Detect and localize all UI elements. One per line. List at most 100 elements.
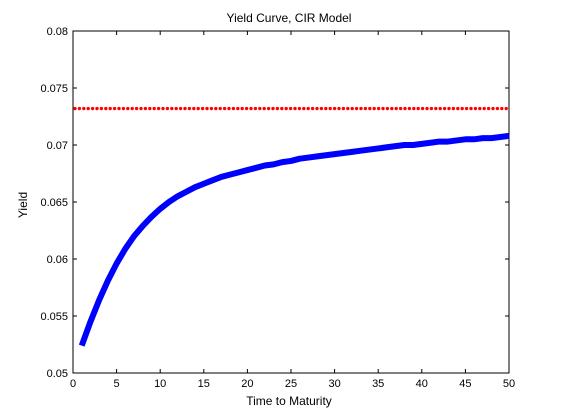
series-dotted-marker — [491, 106, 495, 111]
series-dotted-marker — [310, 106, 315, 111]
y-tick-label: 0.05 — [47, 368, 68, 380]
y-tick-label: 0.07 — [47, 140, 68, 152]
series-dotted-marker — [209, 106, 214, 111]
series-dotted-marker — [359, 106, 363, 111]
series-dotted-marker — [152, 106, 156, 111]
series-dotted-marker — [302, 106, 306, 111]
x-tick-label: 15 — [198, 378, 210, 390]
series-dotted-marker — [121, 106, 126, 111]
y-axis-label: Yield — [16, 192, 30, 218]
series-dotted-marker — [95, 106, 99, 111]
series-dotted-marker — [271, 106, 275, 111]
series-dotted-marker — [412, 106, 416, 111]
y-tick-label: 0.065 — [40, 197, 68, 209]
series-dotted-marker — [240, 106, 244, 111]
series-dotted-marker — [403, 106, 407, 111]
series-dotted-marker — [73, 106, 77, 111]
series-dotted-marker — [486, 106, 491, 111]
series-dotted-marker — [143, 106, 148, 111]
x-tick-label: 35 — [372, 378, 384, 390]
series-dotted-marker — [244, 106, 249, 111]
series-dotted-marker — [368, 106, 372, 111]
series-dotted-marker — [319, 106, 324, 111]
series-yield-curve-line — [78, 132, 510, 347]
series-dotted-marker — [500, 106, 504, 111]
series-dotted-marker — [346, 106, 350, 111]
series-dotted-marker — [165, 106, 170, 111]
x-tick-label: 45 — [459, 378, 471, 390]
series-dotted-marker — [288, 106, 293, 111]
series-dotted-marker — [394, 106, 398, 111]
series-dotted-marker — [341, 106, 346, 111]
series-dotted-marker — [381, 106, 385, 111]
series-dotted-marker — [469, 106, 473, 111]
series-dotted-marker — [170, 106, 174, 111]
series-dotted-marker — [126, 106, 130, 111]
y-tick-label: 0.06 — [47, 254, 68, 266]
series-dotted-marker — [495, 106, 500, 111]
series-dotted-marker — [156, 106, 161, 111]
series-dotted-marker — [293, 106, 297, 111]
series-dotted-marker — [231, 106, 236, 111]
series-dotted-marker — [86, 106, 90, 111]
series-dotted-marker — [324, 106, 328, 111]
series-dotted-marker — [214, 106, 218, 111]
y-tick-label: 0.08 — [47, 26, 68, 38]
x-tick-label: 0 — [70, 378, 76, 390]
series-dotted-marker — [306, 106, 310, 111]
series-dotted-marker — [442, 106, 447, 111]
series-dotted-marker — [372, 106, 376, 111]
series-dotted-marker — [200, 106, 205, 111]
plot-area: 0 5 10 15 20 25 30 35 40 45 50 0.05 0.055 0.06 0.065 0.… — [40, 26, 515, 390]
series-dotted-marker — [108, 106, 112, 111]
y-tick-label: 0.055 — [40, 311, 68, 323]
series-dotted-marker — [350, 106, 354, 111]
series-dotted-marker — [451, 106, 456, 111]
series-dotted-marker — [161, 106, 165, 111]
series-dotted-marker — [192, 106, 196, 111]
series-dotted-marker — [280, 106, 284, 111]
series-dotted-marker — [275, 106, 280, 111]
x-tick-label: 5 — [114, 378, 120, 390]
series-dotted-marker — [178, 106, 183, 111]
series-dotted-marker — [447, 106, 451, 111]
series-dotted-marker — [420, 106, 425, 111]
x-axis-label: Time to Maturity — [246, 394, 332, 408]
series-dotted-marker — [385, 106, 390, 111]
series-dotted-marker — [134, 106, 139, 111]
series-dotted-marker — [390, 106, 394, 111]
series-dotted-marker — [438, 106, 442, 111]
series-dotted-marker — [398, 106, 403, 111]
series-dotted-marker — [249, 106, 253, 111]
series-dotted-marker — [112, 106, 117, 111]
series-dotted-marker — [478, 106, 482, 111]
series-dotted-marker — [82, 106, 86, 111]
series-dotted-marker — [425, 106, 429, 111]
series-dotted-marker — [130, 106, 134, 111]
series-dotted-marker — [183, 106, 187, 111]
series-dotted-marker — [218, 106, 222, 111]
series-dotted-marker — [196, 106, 200, 111]
series-dotted-marker — [354, 106, 359, 111]
series-dotted-marker — [187, 106, 192, 111]
x-tick-label: 25 — [285, 378, 297, 390]
series-dotted-marker — [456, 106, 460, 111]
series-dotted-marker — [297, 106, 302, 111]
series-dotted-marker — [363, 106, 368, 111]
series-dotted-marker — [258, 106, 262, 111]
x-tick-label: 30 — [328, 378, 340, 390]
series-dotted-marker — [117, 106, 121, 111]
series-dotted-marker — [315, 106, 319, 111]
series-dotted-marker — [77, 106, 82, 111]
series-dotted-marker — [407, 106, 412, 111]
series-dotted-marker — [473, 106, 478, 111]
series-dotted-marker — [504, 106, 508, 111]
series-dotted-marker — [262, 106, 266, 111]
series-dotted-marker — [222, 106, 227, 111]
y-tick-label: 0.075 — [40, 83, 68, 95]
series-dotted-marker — [236, 106, 240, 111]
series-dotted-marker — [139, 106, 143, 111]
x-tick-label: 10 — [154, 378, 166, 390]
